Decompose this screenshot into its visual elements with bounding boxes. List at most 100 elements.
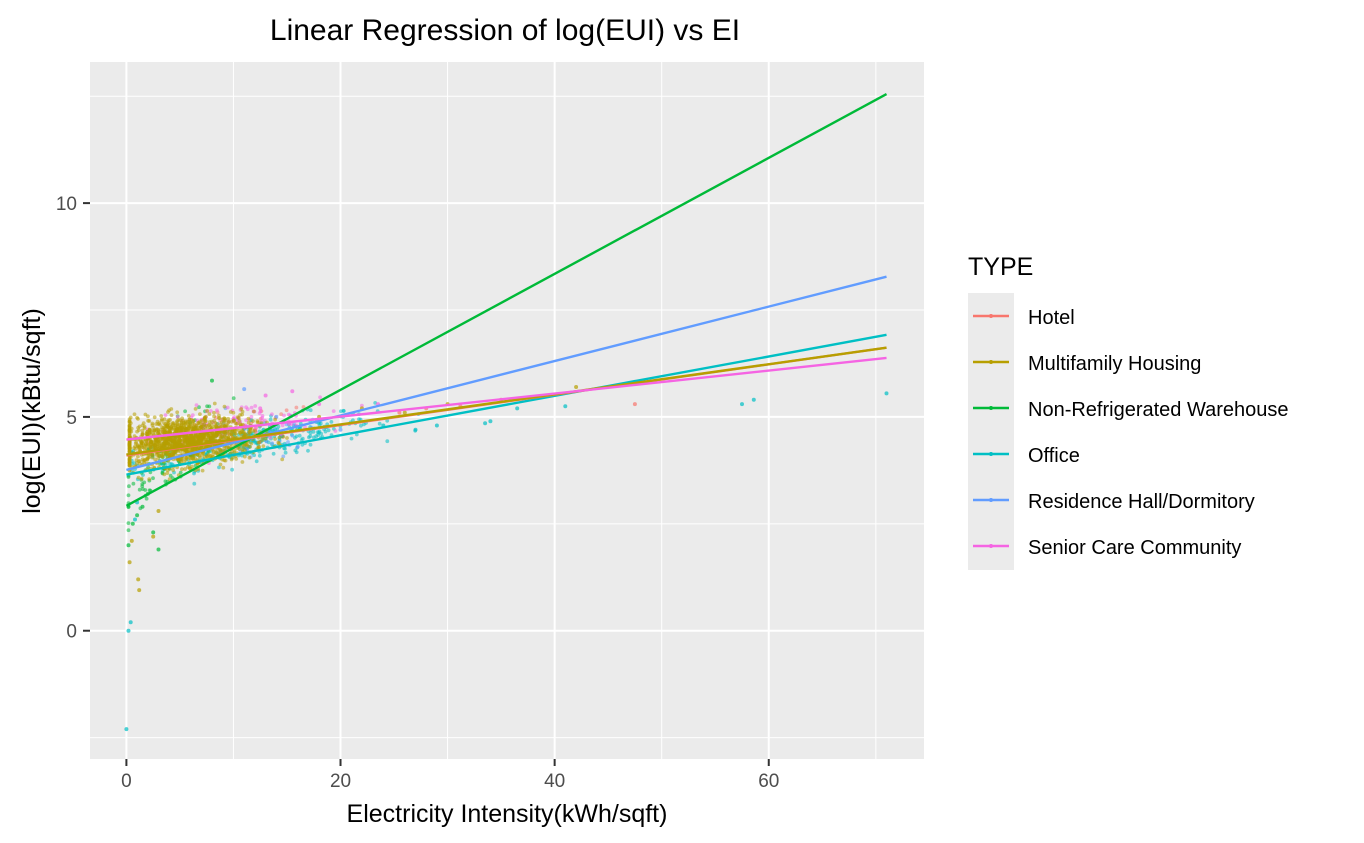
data-point xyxy=(246,420,251,425)
y-axis: 0 5 10 xyxy=(56,194,90,643)
legend-item-office: Office xyxy=(973,445,1080,467)
data-point xyxy=(165,468,170,473)
data-point xyxy=(306,448,310,453)
data-point xyxy=(126,543,131,548)
data-point xyxy=(166,437,170,442)
legend-items: Hotel Multifamily Housing Non-Refrigerated… xyxy=(973,307,1289,559)
data-point xyxy=(218,462,223,467)
data-point xyxy=(301,405,306,409)
data-point xyxy=(227,429,232,433)
data-point xyxy=(150,453,155,458)
data-point xyxy=(238,430,243,435)
regression-line-multifamily-housing xyxy=(126,346,887,456)
data-point xyxy=(255,420,260,425)
data-point xyxy=(226,416,231,421)
legend-key-point xyxy=(989,498,993,502)
data-point xyxy=(240,427,245,432)
data-point xyxy=(210,419,214,424)
data-point xyxy=(136,425,141,430)
data-point xyxy=(169,413,174,417)
data-point xyxy=(251,429,256,433)
data-point xyxy=(175,426,179,431)
data-point xyxy=(132,412,137,417)
data-point xyxy=(127,441,132,446)
x-tick-label: 0 xyxy=(121,771,132,792)
data-point xyxy=(225,423,230,428)
data-point xyxy=(137,487,142,492)
legend: TYPE Hotel Multifamily Housing Non-Refrige… xyxy=(968,253,1289,570)
data-point xyxy=(359,423,363,428)
data-point xyxy=(183,428,188,432)
data-point xyxy=(385,439,390,444)
legend-key-background xyxy=(968,293,1014,570)
data-point xyxy=(128,620,133,625)
data-point xyxy=(231,429,236,434)
data-point xyxy=(169,435,173,439)
data-point xyxy=(165,471,170,475)
plot-panel xyxy=(90,62,924,759)
data-point xyxy=(247,455,252,460)
legend-label: Multifamily Housing xyxy=(1028,353,1201,375)
data-point xyxy=(127,463,132,468)
legend-label: Non-Refrigerated Warehouse xyxy=(1028,399,1289,421)
data-point xyxy=(226,420,231,425)
data-point xyxy=(270,412,274,417)
data-point xyxy=(126,521,131,525)
data-point xyxy=(152,415,157,420)
data-point xyxy=(299,438,304,442)
data-point xyxy=(232,418,236,423)
data-point xyxy=(175,410,180,415)
data-point xyxy=(206,433,211,438)
data-point xyxy=(127,433,132,438)
data-point xyxy=(212,414,217,419)
y-tick-label: 0 xyxy=(66,622,77,643)
data-point xyxy=(221,417,226,422)
legend-item-hotel: Hotel xyxy=(973,307,1075,329)
data-point xyxy=(132,446,137,450)
data-point xyxy=(237,447,242,451)
data-point xyxy=(135,429,140,434)
data-point xyxy=(286,440,290,444)
legend-label: Residence Hall/Dormitory xyxy=(1028,491,1255,513)
data-point xyxy=(136,577,141,582)
data-point xyxy=(290,389,295,394)
data-point xyxy=(210,426,214,430)
data-point xyxy=(162,417,167,422)
data-point xyxy=(240,412,245,417)
data-point xyxy=(329,420,334,424)
data-point xyxy=(166,410,170,414)
data-point xyxy=(271,451,276,456)
data-point xyxy=(175,415,180,419)
data-point xyxy=(277,435,282,440)
data-point xyxy=(130,521,135,526)
data-point xyxy=(151,476,155,481)
legend-item-multifamily-housing: Multifamily Housing xyxy=(973,353,1201,375)
data-point xyxy=(226,435,230,440)
data-point xyxy=(167,428,172,433)
data-point xyxy=(228,410,233,414)
data-point xyxy=(249,415,254,419)
legend-item-senior-care-community: Senior Care Community xyxy=(973,537,1241,559)
data-point xyxy=(142,480,147,485)
data-point xyxy=(204,414,208,419)
data-point xyxy=(563,404,568,409)
legend-title: TYPE xyxy=(968,253,1033,281)
data-point xyxy=(230,467,235,472)
x-tick-label: 40 xyxy=(544,771,565,792)
data-point xyxy=(207,404,212,409)
data-point xyxy=(397,410,402,415)
data-point xyxy=(194,403,199,407)
data-point xyxy=(222,458,227,463)
data-point xyxy=(129,538,134,543)
data-point xyxy=(236,416,241,420)
data-point xyxy=(260,438,264,442)
data-point xyxy=(189,437,194,442)
data-point xyxy=(283,450,288,455)
data-point xyxy=(162,421,167,426)
data-point xyxy=(164,423,169,428)
points-multifamily-housing xyxy=(127,385,579,593)
legend-label: Senior Care Community xyxy=(1028,537,1241,559)
data-point xyxy=(242,454,247,459)
data-point xyxy=(257,411,262,416)
